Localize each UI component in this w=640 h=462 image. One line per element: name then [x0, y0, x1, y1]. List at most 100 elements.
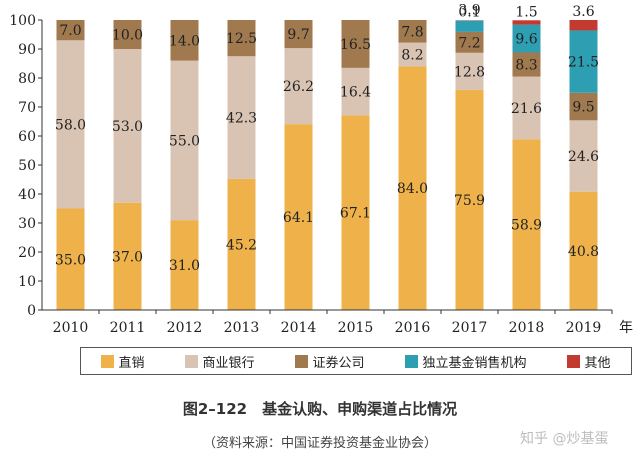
- legend-swatch: [405, 354, 419, 368]
- bar-segment: [284, 48, 313, 125]
- bar-segment: [284, 124, 313, 310]
- y-tick-label: 90: [18, 42, 36, 58]
- source-note: （资料来源：中国证券投资基金业协会）: [202, 436, 437, 451]
- data-label: 21.5: [568, 55, 599, 71]
- legend: 直销 商业银行 证券公司 独立基金销售机构 其他: [80, 347, 632, 375]
- figure-caption: 图2–122 基金认购、申购渠道占比情况: [182, 400, 458, 418]
- y-tick-label: 30: [18, 216, 36, 232]
- bar-segment: [227, 56, 256, 179]
- data-label: 26.2: [283, 79, 314, 95]
- bar-segment: [56, 208, 85, 310]
- bar-segment: [341, 115, 370, 310]
- data-label: 0.1: [458, 4, 480, 20]
- legend-label: 商业银行: [202, 355, 255, 371]
- legend-label: 证券公司: [312, 355, 365, 371]
- data-label: 3.9: [458, 3, 480, 19]
- data-label: 53.0: [112, 119, 143, 135]
- legend-item-independent: 独立基金销售机构: [405, 352, 527, 371]
- data-label: 40.8: [568, 244, 599, 260]
- data-label: 75.9: [454, 193, 485, 209]
- data-label: 9.6: [515, 32, 537, 48]
- bar-segment: [398, 20, 427, 43]
- x-axis-unit: 年: [619, 320, 633, 336]
- data-label: 7.2: [458, 35, 480, 51]
- bar-segment: [284, 20, 313, 49]
- bar-segment: [170, 20, 199, 61]
- legend-label: 独立基金销售机构: [422, 355, 527, 371]
- x-tick-label: 2017: [452, 320, 488, 336]
- data-label: 10.0: [112, 28, 143, 44]
- bar-segment: [113, 49, 142, 203]
- x-tick-label: 2016: [395, 320, 431, 336]
- data-label: 84.0: [397, 181, 428, 197]
- data-label: 7.0: [59, 23, 81, 39]
- x-tick-label: 2018: [509, 320, 545, 336]
- y-tick-label: 60: [18, 129, 36, 145]
- bar-segment: [113, 202, 142, 310]
- x-tick-label: 2014: [281, 320, 317, 336]
- y-tick-label: 0: [27, 303, 36, 319]
- bar-segment: [56, 40, 85, 209]
- bar-segment: [512, 139, 541, 310]
- bar-segment: [455, 89, 484, 310]
- legend-swatch: [101, 354, 115, 368]
- y-tick-label: 70: [18, 100, 36, 116]
- y-tick-label: 20: [18, 245, 36, 261]
- data-label: 35.0: [55, 252, 86, 268]
- data-label: 37.0: [112, 249, 143, 265]
- bar-segment: [398, 66, 427, 311]
- legend-swatch: [185, 354, 199, 368]
- legend-swatch: [295, 354, 309, 368]
- legend-item-bank: 商业银行: [185, 352, 255, 371]
- bar-segment: [455, 20, 484, 32]
- data-label: 8.2: [401, 48, 423, 64]
- bar-segment: [227, 178, 256, 310]
- bar-segment: [455, 31, 484, 53]
- watermark: 知乎 @炒基蛋: [520, 431, 609, 447]
- data-label: 3.6: [572, 4, 594, 20]
- bar-segment: [569, 20, 598, 31]
- bar-segment: [569, 30, 598, 93]
- bar-segment: [455, 52, 484, 90]
- y-tick-label: 100: [9, 13, 36, 29]
- x-tick-label: 2019: [566, 320, 602, 336]
- data-label: 1.5: [515, 4, 537, 20]
- bar-segment: [569, 191, 598, 310]
- y-tick-label: 40: [18, 187, 36, 203]
- data-label: 12.8: [454, 64, 485, 80]
- data-label: 45.2: [226, 237, 257, 253]
- data-label: 9.5: [572, 100, 594, 116]
- bar-segment: [341, 20, 370, 68]
- data-label: 31.0: [169, 258, 200, 274]
- y-tick-label: 50: [18, 158, 36, 174]
- x-tick-label: 2011: [110, 320, 146, 336]
- legend-swatch: [567, 354, 581, 368]
- bar-segment: [56, 20, 85, 41]
- stacked-bar-chart: 35.0 58.0 7.0 37.0 53.0 10.0 31.0 55.0 14.0 45.2 4…: [9, 3, 633, 336]
- data-label: 67.1: [340, 206, 371, 222]
- x-tick-label: 2015: [338, 320, 374, 336]
- legend-item-direct: 直销: [101, 352, 145, 371]
- data-label: 21.6: [511, 101, 542, 117]
- bar-segment: [170, 60, 199, 221]
- data-label: 58.0: [55, 117, 86, 133]
- data-label: 14.0: [169, 33, 200, 49]
- legend-item-securities: 证券公司: [295, 352, 365, 371]
- data-label: 16.4: [340, 85, 371, 101]
- bar-segment: [569, 92, 598, 121]
- legend-label: 其他: [584, 355, 611, 371]
- data-label: 7.8: [401, 24, 423, 40]
- bar-segment: [512, 76, 541, 140]
- data-label: 16.5: [340, 37, 371, 53]
- data-label: 24.6: [568, 149, 599, 165]
- x-tick-label: 2013: [224, 320, 260, 336]
- data-label: 42.3: [226, 111, 257, 127]
- x-tick-label: 2010: [53, 320, 89, 336]
- legend-item-other: 其他: [567, 352, 611, 371]
- data-label: 9.7: [287, 27, 309, 43]
- y-tick-label: 80: [18, 71, 36, 87]
- bar-segment: [227, 20, 256, 57]
- y-tick-label: 10: [18, 274, 36, 290]
- bar-segment: [170, 220, 199, 310]
- data-label: 64.1: [283, 210, 314, 226]
